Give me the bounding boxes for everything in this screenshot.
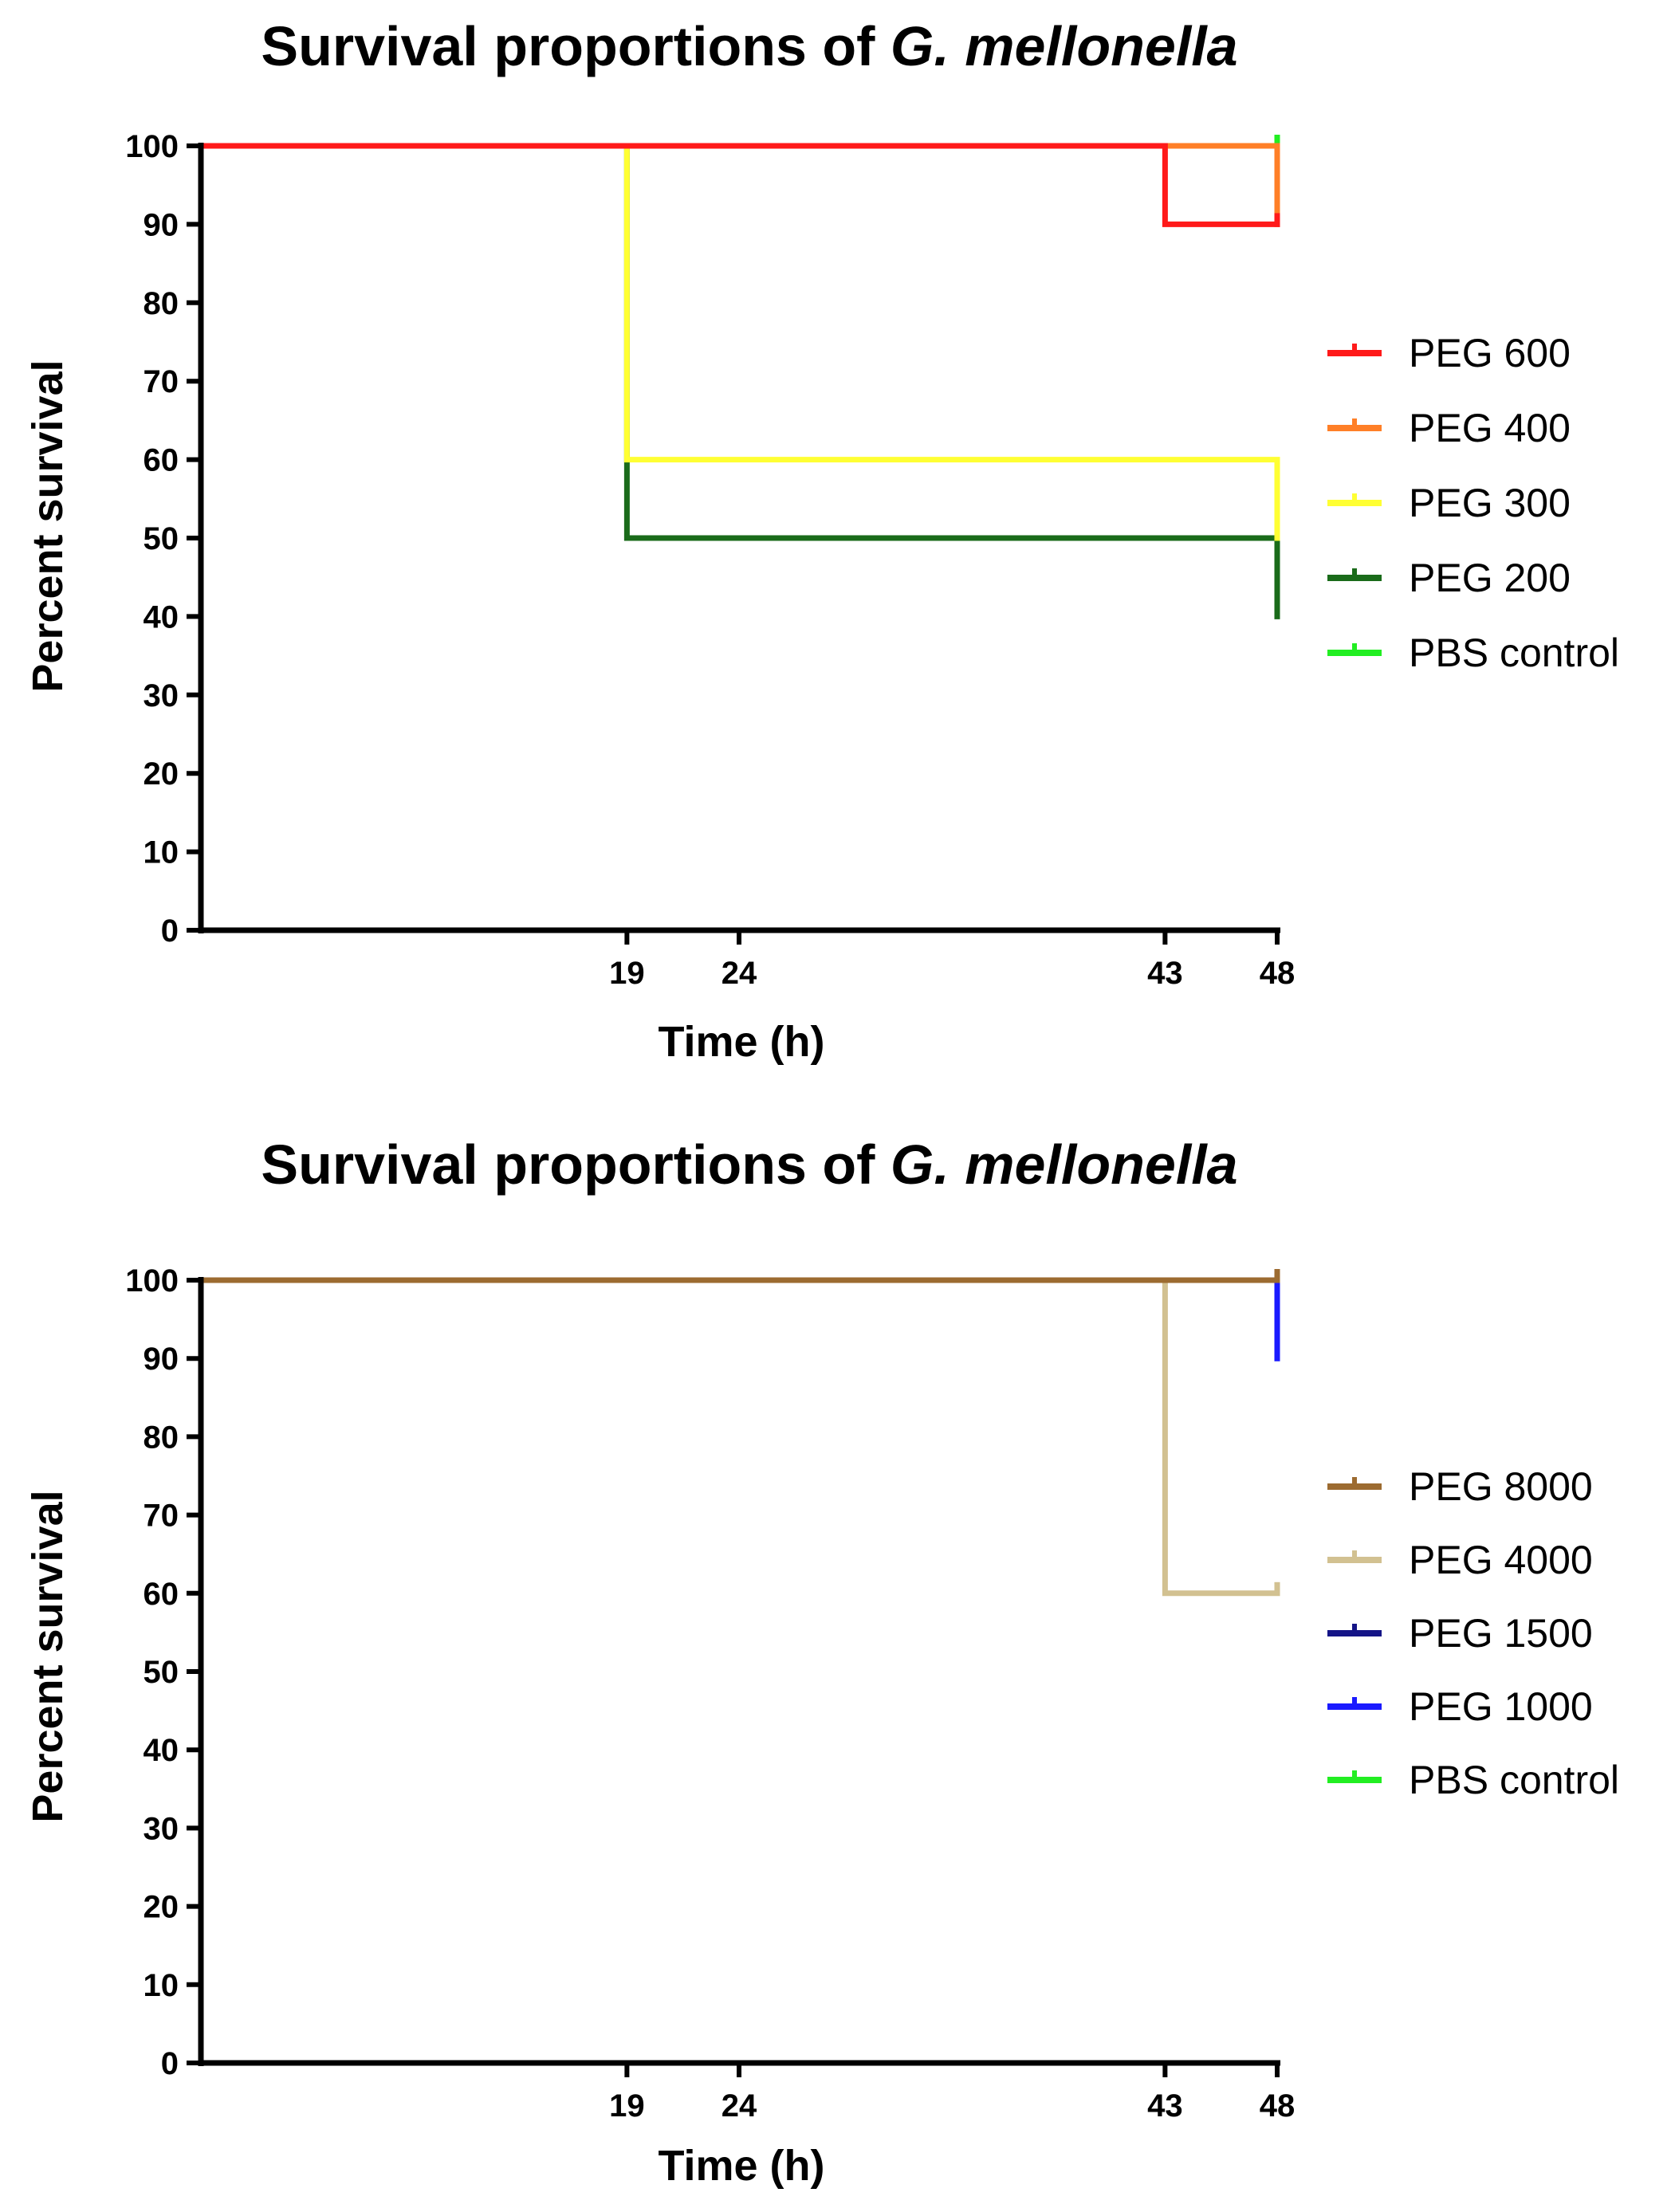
legend-item: PEG 4000 xyxy=(1327,1538,1593,1582)
chart-canvas-1: Survival proportions of G. mellonella 0 1… xyxy=(24,15,1619,1066)
y-tick-label: 10 xyxy=(144,835,179,870)
x-tick-label: 43 xyxy=(1147,956,1183,991)
x-tick-label: 19 xyxy=(609,2088,645,2124)
legend-label: PBS control xyxy=(1409,631,1619,675)
y-tick-label: 60 xyxy=(144,1577,179,1612)
x-tick-label: 48 xyxy=(1260,956,1296,991)
y-tick-label: 20 xyxy=(144,1890,179,1925)
x-axis-label: Time (h) xyxy=(658,1018,824,1066)
legend-item: PEG 300 xyxy=(1327,481,1571,525)
x-tick-label: 24 xyxy=(722,956,757,991)
series-line-peg-300 xyxy=(198,143,1280,541)
y-tick-label: 40 xyxy=(144,599,179,635)
y-axis-label: Percent survival xyxy=(24,1490,72,1822)
x-axis-label: Time (h) xyxy=(658,2142,824,2190)
series-line-peg-400 xyxy=(198,143,1280,227)
legend-label: PEG 1500 xyxy=(1409,1611,1593,1656)
plot-area: 0 10 20 30 40 50 60 70 80 90 100 19 24 43 48 PEG 8000 PE… xyxy=(125,1263,1619,2124)
legend-label: PEG 8000 xyxy=(1409,1464,1593,1509)
y-tick-label: 20 xyxy=(144,756,179,792)
legend-label: PEG 1000 xyxy=(1409,1684,1593,1729)
legend-item: PEG 600 xyxy=(1327,331,1571,375)
x-tick-label: 24 xyxy=(722,2088,757,2124)
legend-label: PBS control xyxy=(1409,1758,1619,1802)
survival-chart-1: Survival proportions of G. mellonella 0 1… xyxy=(24,15,1619,1066)
legend-item: PEG 200 xyxy=(1327,556,1571,600)
legend-item: PEG 8000 xyxy=(1327,1464,1593,1509)
chart-title: Survival proportions of G. mellonella xyxy=(261,1134,1237,1196)
y-tick-label: 80 xyxy=(144,1420,179,1455)
legend-label: PEG 600 xyxy=(1409,331,1571,375)
legend-item: PBS control xyxy=(1327,1758,1619,1802)
y-tick-label: 0 xyxy=(161,913,179,949)
survival-chart-2: Survival proportions of G. mellonella 0 1… xyxy=(0,1132,1675,2212)
y-tick-label: 100 xyxy=(125,129,179,164)
y-tick-label: 70 xyxy=(144,1499,179,1534)
y-tick-label: 70 xyxy=(144,364,179,399)
legend-label: PEG 4000 xyxy=(1409,1538,1593,1582)
y-tick-label: 10 xyxy=(144,1968,179,2003)
legend-label: PEG 200 xyxy=(1409,556,1571,600)
legend-item: PEG 400 xyxy=(1327,406,1571,450)
y-tick-label: 40 xyxy=(144,1733,179,1768)
series-line-peg-1000 xyxy=(198,1277,1280,1361)
y-axis-label: Percent survival xyxy=(24,359,72,692)
series-line-peg-4000 xyxy=(198,1277,1280,1597)
y-tick-label: 30 xyxy=(144,1811,179,1846)
legend-item: PEG 1500 xyxy=(1327,1611,1593,1656)
y-tick-label: 60 xyxy=(144,443,179,478)
y-tick-label: 30 xyxy=(144,678,179,713)
y-tick-label: 90 xyxy=(144,1342,179,1377)
chart-title: Survival proportions of G. mellonella xyxy=(261,15,1237,77)
legend-item: PEG 1000 xyxy=(1327,1684,1593,1729)
plot-area: 0 10 20 30 40 50 60 70 80 90 100 19 24 43 48 PEG 600 PEG… xyxy=(125,129,1619,991)
x-tick-label: 48 xyxy=(1260,2088,1296,2124)
chart-canvas-2: Survival proportions of G. mellonella 0 1… xyxy=(24,1134,1619,2190)
y-tick-label: 0 xyxy=(161,2046,179,2081)
y-tick-label: 90 xyxy=(144,207,179,242)
legend-label: PEG 400 xyxy=(1409,406,1571,450)
y-tick-label: 80 xyxy=(144,286,179,321)
y-tick-label: 50 xyxy=(144,521,179,556)
series-line-peg-600 xyxy=(198,143,1280,227)
legend-item: PBS control xyxy=(1327,631,1619,675)
y-tick-label: 100 xyxy=(125,1263,179,1299)
x-tick-label: 43 xyxy=(1147,2088,1183,2124)
y-tick-label: 50 xyxy=(144,1655,179,1690)
legend-label: PEG 300 xyxy=(1409,481,1571,525)
x-tick-label: 19 xyxy=(609,956,645,991)
series-line-peg-200 xyxy=(198,143,1280,619)
